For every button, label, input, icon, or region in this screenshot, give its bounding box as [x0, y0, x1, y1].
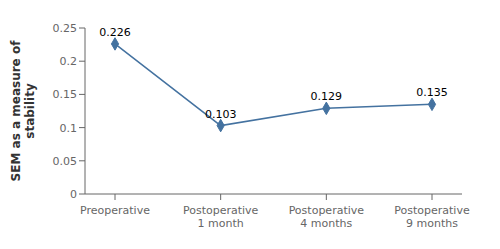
svg-text:0.135: 0.135 [416, 86, 448, 99]
svg-text:Preoperative: Preoperative [80, 204, 150, 217]
svg-text:0.2: 0.2 [60, 55, 78, 68]
svg-text:SEM as a measure ofstability: SEM as a measure ofstability [9, 40, 37, 182]
svg-text:Postoperative1 month: Postoperative1 month [183, 204, 259, 230]
svg-text:0.15: 0.15 [53, 88, 78, 101]
svg-text:0.1: 0.1 [60, 122, 78, 135]
svg-text:0.05: 0.05 [53, 155, 78, 168]
svg-text:Postoperative9 months: Postoperative9 months [394, 204, 470, 230]
svg-text:0: 0 [70, 188, 77, 201]
svg-text:0.226: 0.226 [99, 26, 131, 39]
svg-text:0.129: 0.129 [311, 90, 343, 103]
svg-text:0.103: 0.103 [205, 108, 237, 121]
svg-text:0.25: 0.25 [53, 22, 78, 35]
svg-text:Postoperative4 months: Postoperative4 months [289, 204, 365, 230]
